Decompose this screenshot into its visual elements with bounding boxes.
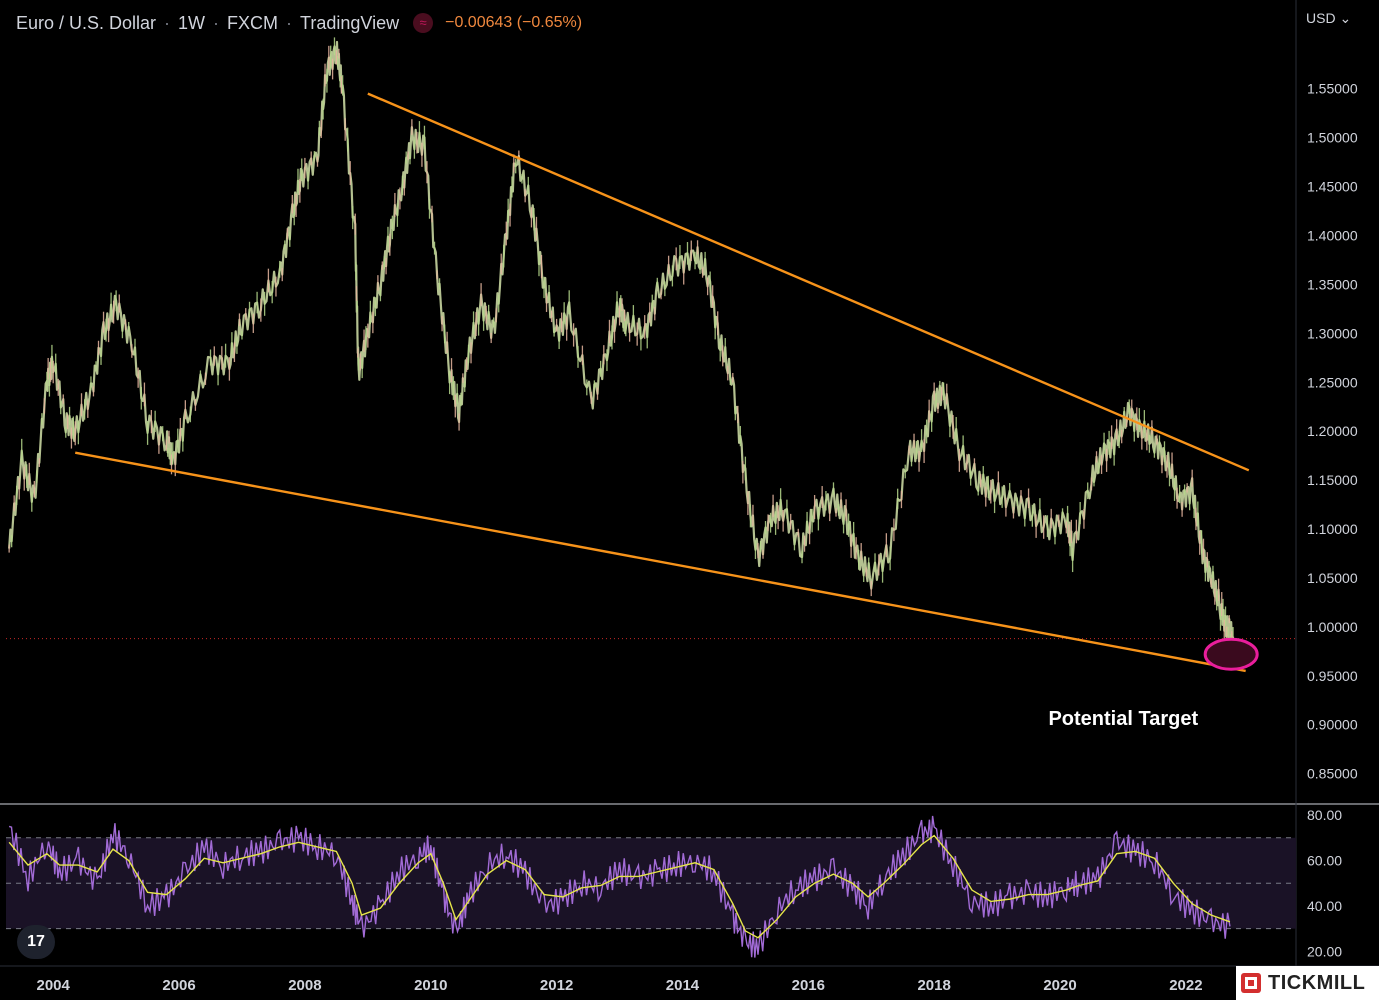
upper-trendline [367, 92, 1250, 472]
price-tick-label: 1.50000 [1307, 130, 1358, 146]
price-line [8, 40, 1235, 644]
interval-label[interactable]: 1W [178, 12, 206, 33]
annotation-label: Potential Target [1048, 708, 1198, 730]
price-axis[interactable]: 1.55000 1.50000 1.45000 1.40000 1.35000 1.300… [1307, 81, 1358, 782]
tradingview-logo-icon[interactable]: 17 [17, 925, 55, 959]
price-tick-label: 1.00000 [1307, 619, 1358, 635]
symbol-name: Euro / U.S. Dollar [16, 12, 157, 33]
rsi-pane [6, 815, 1296, 958]
time-tick-label: 2012 [540, 977, 573, 994]
target-circle [1203, 637, 1259, 671]
currency-label: USD [1306, 10, 1336, 26]
currency-selector[interactable]: USD ⌄ [1306, 10, 1351, 27]
target-marker-group [1203, 637, 1259, 671]
time-tick-label: 2016 [792, 977, 825, 994]
price-tick-label: 0.95000 [1307, 668, 1358, 684]
price-tick-label: 0.90000 [1307, 717, 1358, 733]
time-axis[interactable]: 2004 2006 2008 2010 2012 2014 2016 2018 2020 2022… [37, 977, 1321, 994]
price-tick-label: 1.55000 [1307, 81, 1358, 97]
price-tick-label: 1.20000 [1307, 423, 1358, 439]
price-tick-label: 1.25000 [1307, 374, 1358, 390]
price-series-group [8, 37, 1235, 648]
time-tick-label: 2008 [288, 977, 321, 994]
logo-text: 17 [27, 933, 45, 950]
price-tick-label: 1.10000 [1307, 521, 1358, 537]
price-tick-label: 1.40000 [1307, 227, 1358, 243]
rsi-tick-label: 20.00 [1307, 943, 1342, 959]
time-tick-label: 2020 [1043, 977, 1076, 994]
separator: · [213, 12, 220, 33]
price-tick-label: 1.45000 [1307, 179, 1358, 195]
price-tick-label: 1.30000 [1307, 325, 1358, 341]
brand-watermark: TICKMILL [1236, 966, 1379, 1000]
wave-icon[interactable]: ≈ [413, 13, 434, 33]
time-tick-label: 2022 [1169, 977, 1202, 994]
tickmill-logo-icon [1241, 973, 1261, 993]
chevron-down-icon: ⌄ [1339, 10, 1352, 26]
time-tick-label: 2018 [917, 977, 950, 994]
rsi-ma-line [8, 834, 1231, 939]
broker-label: FXCM [227, 12, 279, 33]
chart-legend[interactable]: Euro / U.S. Dollar · 1W · FXCM · Trading… [16, 12, 582, 34]
rsi-axis[interactable]: 80.00 60.00 40.00 20.00 [1307, 807, 1342, 959]
separator: · [164, 12, 171, 33]
rsi-tick-label: 60.00 [1307, 853, 1342, 869]
price-tick-label: 0.85000 [1307, 766, 1358, 782]
price-tick-label: 1.15000 [1307, 472, 1358, 488]
rsi-line [8, 815, 1231, 958]
brand-name: TICKMILL [1268, 971, 1366, 994]
time-tick-label: 2010 [414, 977, 447, 994]
price-tick-label: 1.35000 [1307, 276, 1358, 292]
lower-trendline [74, 451, 1246, 673]
gridlines [0, 0, 1379, 967]
annotations-group: Potential Target [1048, 708, 1198, 730]
time-tick-label: 2014 [666, 977, 700, 994]
price-change: −0.00643 (−0.65%) [445, 14, 583, 31]
separator: · [286, 12, 293, 33]
platform-label: TradingView [300, 12, 400, 33]
price-tick-label: 1.05000 [1307, 570, 1358, 586]
time-tick-label: 2004 [37, 977, 71, 994]
rsi-tick-label: 40.00 [1307, 898, 1342, 914]
rsi-tick-label: 80.00 [1307, 807, 1342, 823]
time-tick-label: 2006 [162, 977, 195, 994]
trendlines-group [74, 92, 1250, 673]
